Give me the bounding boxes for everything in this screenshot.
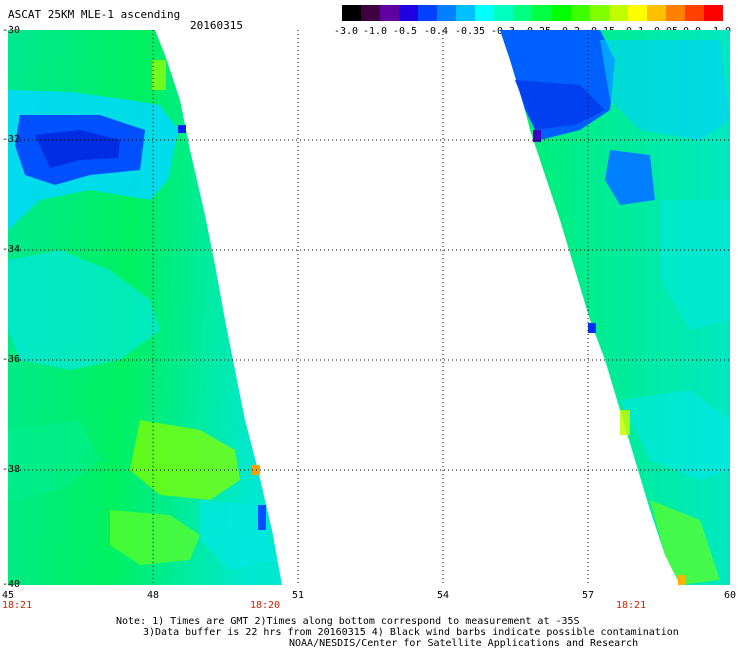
lat-label: -36: [2, 354, 21, 365]
color-scale-swatch: [361, 5, 381, 21]
color-scale-swatch: [608, 5, 628, 21]
color-scale-swatch: [380, 5, 400, 21]
color-scale-swatch: [532, 5, 552, 21]
lon-label: 57: [582, 590, 595, 601]
grid: [8, 30, 730, 585]
color-scale-swatch: [570, 5, 590, 21]
color-scale-swatch: [627, 5, 647, 21]
lat-label: -30: [2, 25, 21, 36]
lat-label: -34: [2, 244, 21, 255]
lat-label: -40: [2, 579, 21, 590]
lon-label: 45: [2, 590, 15, 601]
color-scale-swatch: [551, 5, 571, 21]
scale-label: -0.5: [392, 26, 418, 37]
color-scale-swatch: [475, 5, 495, 21]
scale-label: -0.4: [423, 26, 449, 37]
scale-label: -0.35: [454, 26, 486, 37]
color-scale-swatch: [513, 5, 533, 21]
lon-label: 60: [724, 590, 737, 601]
color-scale-bar: [342, 5, 723, 21]
left-swath: [8, 30, 282, 585]
color-scale-swatch: [437, 5, 457, 21]
lat-label: -38: [2, 464, 21, 475]
product-title: ASCAT 25KM MLE-1 ascending: [8, 8, 181, 21]
scale-label: -3.0: [333, 26, 359, 37]
color-scale-swatch: [665, 5, 685, 21]
color-scale-swatch: [703, 5, 723, 21]
pass-time-label: 18:20: [250, 600, 281, 611]
color-scale-swatch: [589, 5, 609, 21]
scale-label: -1.0: [362, 26, 388, 37]
right-swath: [500, 30, 730, 585]
product-date: 20160315: [190, 19, 243, 32]
lon-label: 54: [437, 590, 450, 601]
lon-label: 48: [147, 590, 160, 601]
pass-time-label: 18:21: [2, 600, 33, 611]
color-scale-swatch: [399, 5, 419, 21]
color-scale-swatch: [342, 5, 362, 21]
footer-note-1: Note: 1) Times are GMT 2)Times along bot…: [116, 616, 580, 627]
pass-time-label: 18:21: [616, 600, 647, 611]
color-scale-swatch: [684, 5, 704, 21]
lat-label: -32: [2, 134, 21, 145]
footer-credit: NOAA/NESDIS/Center for Satellite Applica…: [289, 638, 639, 649]
color-scale-swatch: [494, 5, 514, 21]
lon-label: 51: [292, 590, 305, 601]
color-scale-swatch: [646, 5, 666, 21]
footer-note-2: 3)Data buffer is 22 hrs from 20160315 4)…: [143, 627, 679, 638]
color-scale-swatch: [418, 5, 438, 21]
color-scale-swatch: [456, 5, 476, 21]
